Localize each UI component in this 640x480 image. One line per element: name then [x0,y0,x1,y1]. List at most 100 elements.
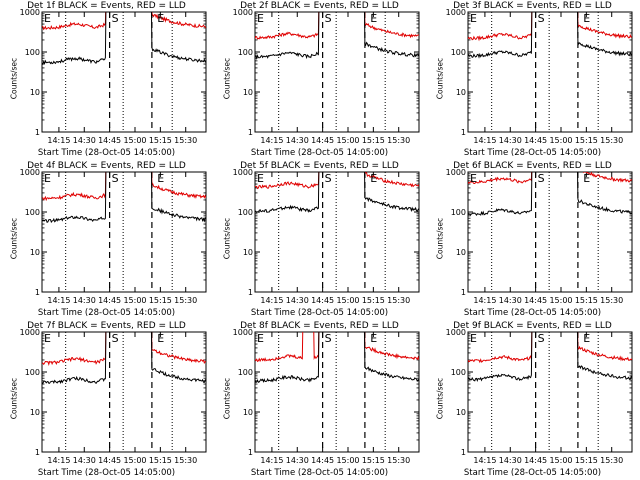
events-series-line [468,12,632,59]
x-tick-label: 15:15 [575,296,598,305]
marker-e-left: E [44,172,51,185]
x-tick-label: 15:00 [336,296,359,305]
marker-e-right: E [370,12,377,25]
x-tick-label: 14:45 [524,136,547,145]
x-tick-label: 15:30 [387,456,410,465]
panel-title: Det 9f BLACK = Events, RED = LLD [453,321,612,331]
panel-plot: 1 10 100 1000 14:15 14:30 14:45 15:00 15:15 15:30… [233,8,420,145]
marker-e-right: E [157,172,164,185]
marker-s: S [538,12,545,25]
y-tick-label: 1 [461,128,466,137]
marker-s: S [325,172,332,185]
y-tick-label: 1 [461,288,466,297]
lld-series-line [42,172,206,202]
x-tick-label: 14:45 [98,296,121,305]
x-tick-label: 14:30 [73,456,96,465]
y-tick-label: 1000 [20,328,40,337]
marker-s: S [538,172,545,185]
plot-frame [467,11,633,133]
marker-e-left: E [44,12,51,25]
plot-frame [467,171,633,293]
events-series-line [42,332,206,385]
y-tick-label: 100 [451,208,466,217]
y-tick-label: 1000 [446,8,466,17]
events-series-line [42,172,206,224]
lld-series-line [42,12,206,31]
detector-panel-8f: Det 8f BLACK = Events, RED = LLD 1 10 100 10… [213,320,426,480]
x-tick-label: 14:30 [73,136,96,145]
marker-e-right: E [370,172,377,185]
x-tick-label: 14:45 [524,296,547,305]
x-tick-label: 15:00 [123,296,146,305]
x-tick-label: 14:15 [47,456,70,465]
x-tick-label: 15:00 [549,136,572,145]
y-tick-label: 10 [243,248,253,257]
panel-plot: 1 10 100 1000 14:15 14:30 14:45 15:00 15:15 15:30… [446,8,633,145]
x-tick-label: 15:15 [149,456,172,465]
x-tick-label: 14:15 [260,296,283,305]
x-tick-label: 15:00 [336,136,359,145]
x-tick-label: 15:30 [600,296,623,305]
lld-series-line [255,332,419,363]
x-tick-label: 14:45 [311,296,334,305]
x-axis-label: Start Time (28-Oct-05 14:05:00) [250,468,389,478]
lld-series-line [255,12,419,40]
x-tick-label: 15:30 [387,136,410,145]
events-series-line [255,172,419,214]
detector-panel-2f: Det 2f BLACK = Events, RED = LLD 1 10 100 10… [213,0,426,160]
y-tick-label: 1000 [446,168,466,177]
marker-s: S [538,332,545,345]
y-tick-label: 10 [456,408,466,417]
lld-series-line [468,332,632,364]
x-tick-label: 15:30 [387,296,410,305]
lld-series-line [255,172,419,190]
y-tick-label: 1000 [20,168,40,177]
x-axis-label: Start Time (28-Oct-05 14:05:00) [250,148,389,158]
x-tick-label: 15:00 [336,456,359,465]
x-tick-label: 14:15 [473,296,496,305]
marker-s: S [112,332,119,345]
events-series-line [42,12,206,66]
panel-title: Det 3f BLACK = Events, RED = LLD [453,1,612,11]
marker-e-right: E [370,332,377,345]
x-tick-label: 15:15 [362,456,385,465]
x-axis-label: Start Time (28-Oct-05 14:05:00) [37,468,176,478]
x-axis-label: Start Time (28-Oct-05 14:05:00) [463,308,602,318]
y-tick-label: 100 [238,208,253,217]
y-tick-label: 1 [35,288,40,297]
y-axis-label: Counts/sec [435,377,445,420]
events-series-line [255,12,419,61]
x-tick-label: 14:30 [286,136,309,145]
y-tick-label: 1 [248,288,253,297]
marker-e-right: E [583,332,590,345]
plot-frame [467,331,633,453]
y-axis-label: Counts/sec [222,217,232,260]
y-tick-label: 10 [456,248,466,257]
x-axis-label: Start Time (28-Oct-05 14:05:00) [250,308,389,318]
lld-series-line [42,332,206,366]
panel-title: Det 1f BLACK = Events, RED = LLD [27,1,186,11]
y-tick-label: 10 [243,408,253,417]
plot-frame [254,331,420,453]
panel-plot: 1 10 100 1000 14:15 14:30 14:45 15:00 15:15 15:30… [233,168,420,305]
x-tick-label: 15:30 [174,296,197,305]
x-tick-label: 15:00 [123,456,146,465]
x-tick-label: 14:30 [499,456,522,465]
x-tick-label: 14:30 [499,136,522,145]
y-axis-label: Counts/sec [222,57,232,100]
marker-e-right: E [157,12,164,25]
y-tick-label: 100 [25,368,40,377]
x-tick-label: 14:15 [260,136,283,145]
x-tick-label: 14:30 [499,296,522,305]
detector-panel-7f: Det 7f BLACK = Events, RED = LLD 1 10 100 10… [0,320,213,480]
y-tick-label: 1000 [233,328,253,337]
marker-e-left: E [44,332,51,345]
x-tick-label: 15:15 [362,136,385,145]
events-series-line [468,332,632,383]
y-tick-label: 1000 [446,328,466,337]
y-axis-label: Counts/sec [222,377,232,420]
x-tick-label: 15:15 [149,296,172,305]
y-tick-label: 100 [238,48,253,57]
marker-e-left: E [257,332,264,345]
x-tick-label: 15:00 [123,136,146,145]
